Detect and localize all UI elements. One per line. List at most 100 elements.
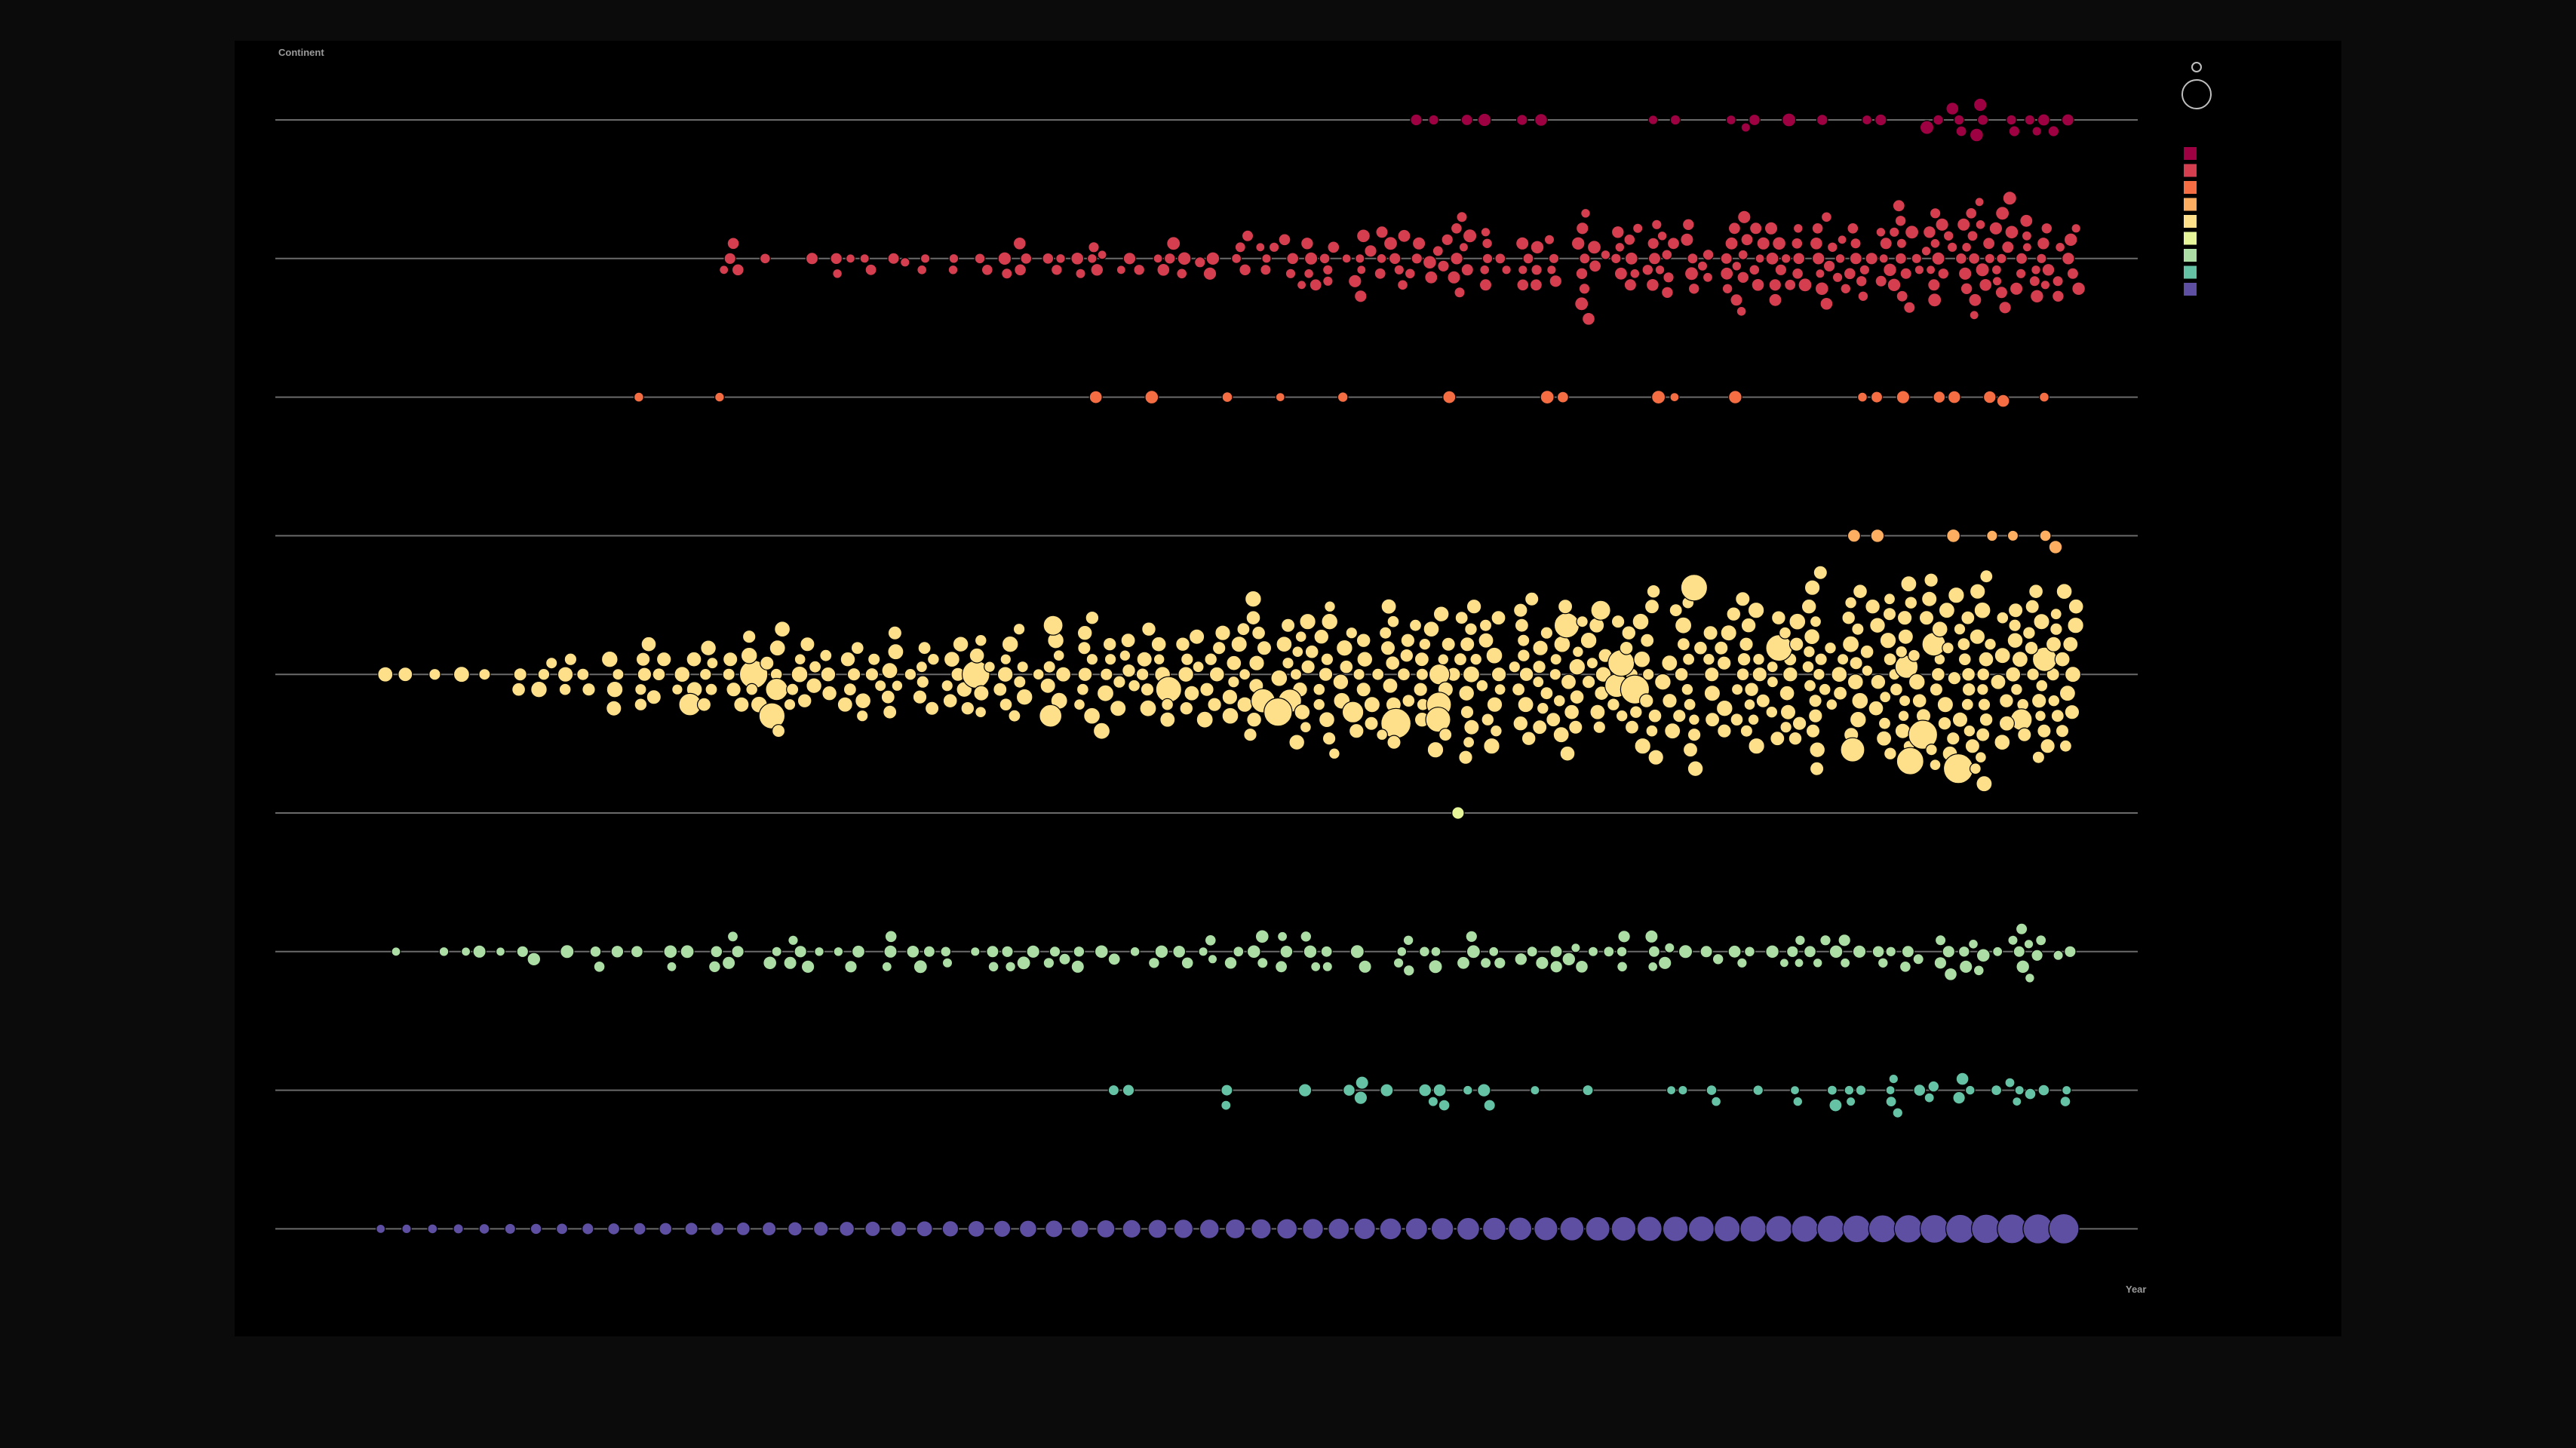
data-point — [1176, 268, 1188, 280]
data-point — [1614, 241, 1626, 253]
data-point — [2006, 529, 2019, 542]
data-point — [472, 944, 487, 959]
data-point — [2066, 267, 2080, 280]
data-point — [1454, 287, 1466, 299]
data-point — [1901, 945, 1915, 959]
data-point — [1364, 244, 1377, 258]
data-point — [1415, 667, 1429, 681]
data-point — [1883, 747, 1897, 761]
data-point — [1954, 252, 1967, 265]
data-point — [1341, 701, 1365, 723]
data-point — [671, 683, 683, 695]
data-point — [1654, 264, 1666, 275]
data-point — [1995, 206, 2010, 221]
data-point — [2071, 223, 2081, 234]
data-point — [1250, 1218, 1272, 1240]
data-point — [993, 682, 1008, 697]
data-point — [1610, 253, 1622, 265]
row-0 — [275, 97, 2138, 143]
data-point — [1276, 1218, 1298, 1240]
data-point — [1779, 720, 1792, 734]
data-point — [760, 655, 775, 670]
data-point — [1744, 682, 1759, 698]
color-legend-swatch — [2184, 215, 2197, 228]
data-point — [1804, 628, 1821, 646]
data-point — [1279, 944, 1294, 959]
data-point — [1358, 959, 1372, 974]
data-point — [2008, 618, 2022, 632]
data-point — [1428, 114, 1439, 126]
color-legend-swatch — [2184, 181, 2197, 194]
data-point — [1478, 632, 1494, 649]
data-point — [735, 1221, 751, 1237]
data-point — [1640, 633, 1655, 648]
data-point — [2014, 1084, 2025, 1096]
data-point — [1257, 957, 1269, 969]
data-point — [1561, 952, 1577, 967]
data-point — [1942, 753, 1974, 784]
data-point — [2012, 1096, 2022, 1107]
data-point — [1172, 944, 1187, 959]
data-point — [1990, 673, 2006, 690]
data-point — [1955, 1072, 1970, 1086]
data-point — [1540, 390, 1555, 405]
data-point — [1883, 262, 1897, 278]
data-point — [1960, 610, 1976, 625]
data-point — [1897, 628, 1914, 645]
data-point — [1423, 621, 1440, 638]
data-point — [1702, 272, 1714, 283]
data-point — [1202, 266, 1217, 281]
data-point — [1894, 214, 1907, 227]
data-point — [2049, 622, 2063, 636]
data-point — [1392, 957, 1405, 969]
row-1 — [275, 191, 2138, 326]
data-point — [1720, 624, 1737, 642]
data-point — [1076, 624, 1093, 641]
data-point — [1564, 704, 1580, 720]
data-point — [1930, 667, 1945, 682]
data-point — [1049, 946, 1061, 958]
data-point — [1353, 1091, 1368, 1105]
data-point — [864, 263, 877, 276]
data-point — [2009, 281, 2024, 296]
data-point — [1175, 637, 1190, 652]
data-point — [1587, 946, 1599, 958]
data-point — [530, 1223, 542, 1235]
data-point — [1204, 652, 1218, 667]
data-point — [1088, 241, 1100, 253]
data-point — [1752, 666, 1768, 683]
data-point — [788, 934, 799, 946]
data-point — [1286, 252, 1300, 265]
data-point — [1322, 264, 1334, 276]
data-point — [1345, 626, 1359, 640]
data-point — [1569, 689, 1585, 705]
data-point — [2064, 945, 2077, 959]
data-point — [1318, 667, 1334, 682]
data-point — [1465, 930, 1478, 943]
data-point — [1122, 1219, 1141, 1239]
data-point — [453, 1223, 464, 1235]
data-point — [1288, 734, 1306, 751]
data-point — [891, 680, 904, 692]
data-point — [840, 651, 856, 667]
data-point — [1515, 236, 1530, 250]
data-point — [1576, 615, 1589, 628]
data-point — [1888, 226, 1900, 238]
data-point — [1624, 251, 1638, 265]
data-point — [1441, 637, 1456, 652]
data-point — [1676, 637, 1691, 652]
data-point — [1998, 300, 2012, 314]
data-point — [2054, 651, 2071, 667]
data-point — [733, 696, 750, 713]
data-point — [1768, 278, 1782, 292]
data-point — [530, 680, 548, 698]
data-point — [1920, 245, 1932, 256]
data-point — [1380, 598, 1397, 615]
data-point — [2059, 739, 2072, 753]
data-point — [783, 698, 797, 711]
data-point — [1086, 253, 1098, 264]
data-point — [999, 653, 1012, 665]
y-axis-title: Continent — [278, 47, 324, 58]
data-point — [1727, 944, 1742, 959]
data-point — [1425, 707, 1451, 733]
